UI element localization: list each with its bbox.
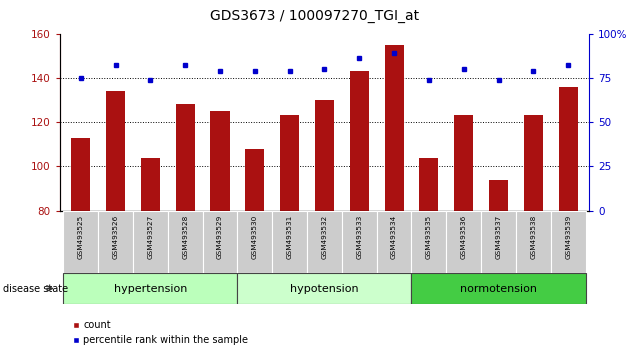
Text: GSM493531: GSM493531 bbox=[287, 215, 292, 259]
Bar bbox=[176, 104, 195, 211]
Text: GSM493525: GSM493525 bbox=[77, 215, 84, 259]
Bar bbox=[71, 138, 90, 211]
Bar bbox=[245, 149, 265, 211]
Text: GSM493528: GSM493528 bbox=[182, 215, 188, 259]
Bar bbox=[168, 211, 203, 273]
Bar bbox=[420, 158, 438, 211]
Legend: count, percentile rank within the sample: count, percentile rank within the sample bbox=[68, 316, 252, 349]
Bar bbox=[411, 211, 446, 273]
Text: normotension: normotension bbox=[460, 284, 537, 293]
Bar bbox=[64, 211, 98, 273]
Text: GDS3673 / 100097270_TGI_at: GDS3673 / 100097270_TGI_at bbox=[210, 9, 420, 23]
Text: GSM493539: GSM493539 bbox=[565, 215, 571, 259]
Bar bbox=[481, 211, 516, 273]
Bar bbox=[516, 211, 551, 273]
Bar bbox=[238, 211, 272, 273]
Text: GSM493532: GSM493532 bbox=[321, 215, 328, 259]
Bar bbox=[489, 180, 508, 211]
Bar bbox=[203, 211, 238, 273]
Bar bbox=[140, 158, 160, 211]
Text: GSM493536: GSM493536 bbox=[461, 215, 467, 259]
Bar bbox=[342, 211, 377, 273]
Text: GSM493529: GSM493529 bbox=[217, 215, 223, 259]
Text: hypertension: hypertension bbox=[113, 284, 187, 293]
Text: GSM493533: GSM493533 bbox=[357, 215, 362, 259]
Bar bbox=[307, 211, 342, 273]
Text: GSM493526: GSM493526 bbox=[113, 215, 118, 259]
Bar bbox=[133, 211, 168, 273]
Bar bbox=[377, 211, 411, 273]
Bar bbox=[64, 273, 238, 304]
Bar bbox=[280, 115, 299, 211]
Bar bbox=[411, 273, 585, 304]
Text: GSM493530: GSM493530 bbox=[252, 215, 258, 259]
Bar bbox=[454, 115, 473, 211]
Bar bbox=[446, 211, 481, 273]
Text: GSM493538: GSM493538 bbox=[530, 215, 536, 259]
Text: GSM493527: GSM493527 bbox=[147, 215, 153, 259]
Bar bbox=[315, 100, 334, 211]
Bar bbox=[272, 211, 307, 273]
Bar bbox=[551, 211, 585, 273]
Text: GSM493535: GSM493535 bbox=[426, 215, 432, 259]
Bar bbox=[559, 87, 578, 211]
Bar bbox=[106, 91, 125, 211]
Text: GSM493537: GSM493537 bbox=[496, 215, 501, 259]
Bar bbox=[524, 115, 543, 211]
Bar bbox=[98, 211, 133, 273]
Text: hypotension: hypotension bbox=[290, 284, 358, 293]
Text: disease state: disease state bbox=[3, 284, 68, 293]
Bar bbox=[350, 71, 369, 211]
Bar bbox=[384, 45, 404, 211]
Bar bbox=[238, 273, 411, 304]
Text: GSM493534: GSM493534 bbox=[391, 215, 397, 259]
Bar bbox=[210, 111, 229, 211]
